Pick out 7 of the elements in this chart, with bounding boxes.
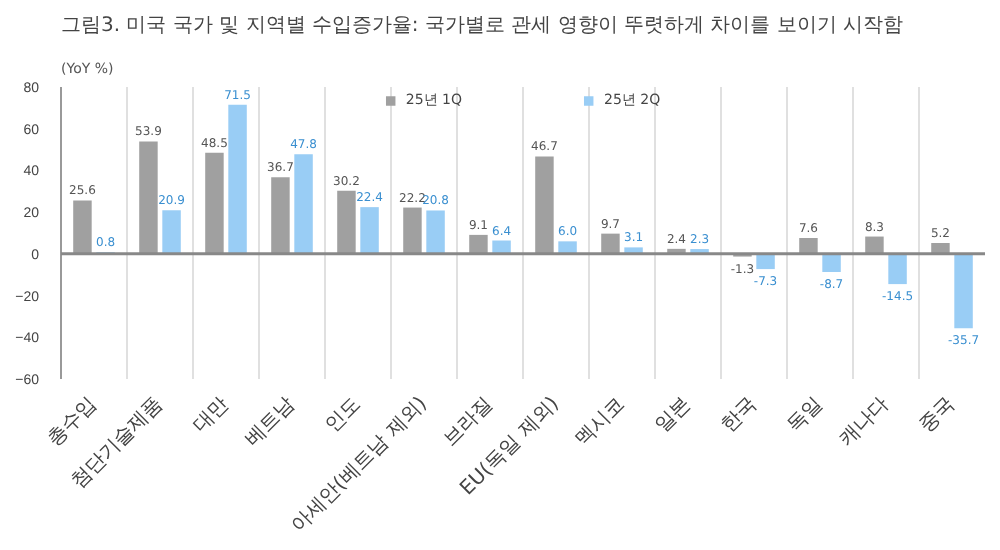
x-tick-label: 한국	[717, 393, 762, 438]
x-tick-label: 인도	[321, 393, 366, 438]
x-tick-label: 일본	[651, 393, 696, 438]
x-tick-label: 독일	[783, 393, 828, 438]
x-tick-label: 중국	[915, 393, 960, 438]
x-tick-label: 대만	[189, 393, 234, 438]
chart-title: 그림3. 미국 국가 및 지역별 수입증가율: 국가별로 관세 영향이 뚜렷하게 차이를 보이기 시작함	[61, 15, 904, 37]
